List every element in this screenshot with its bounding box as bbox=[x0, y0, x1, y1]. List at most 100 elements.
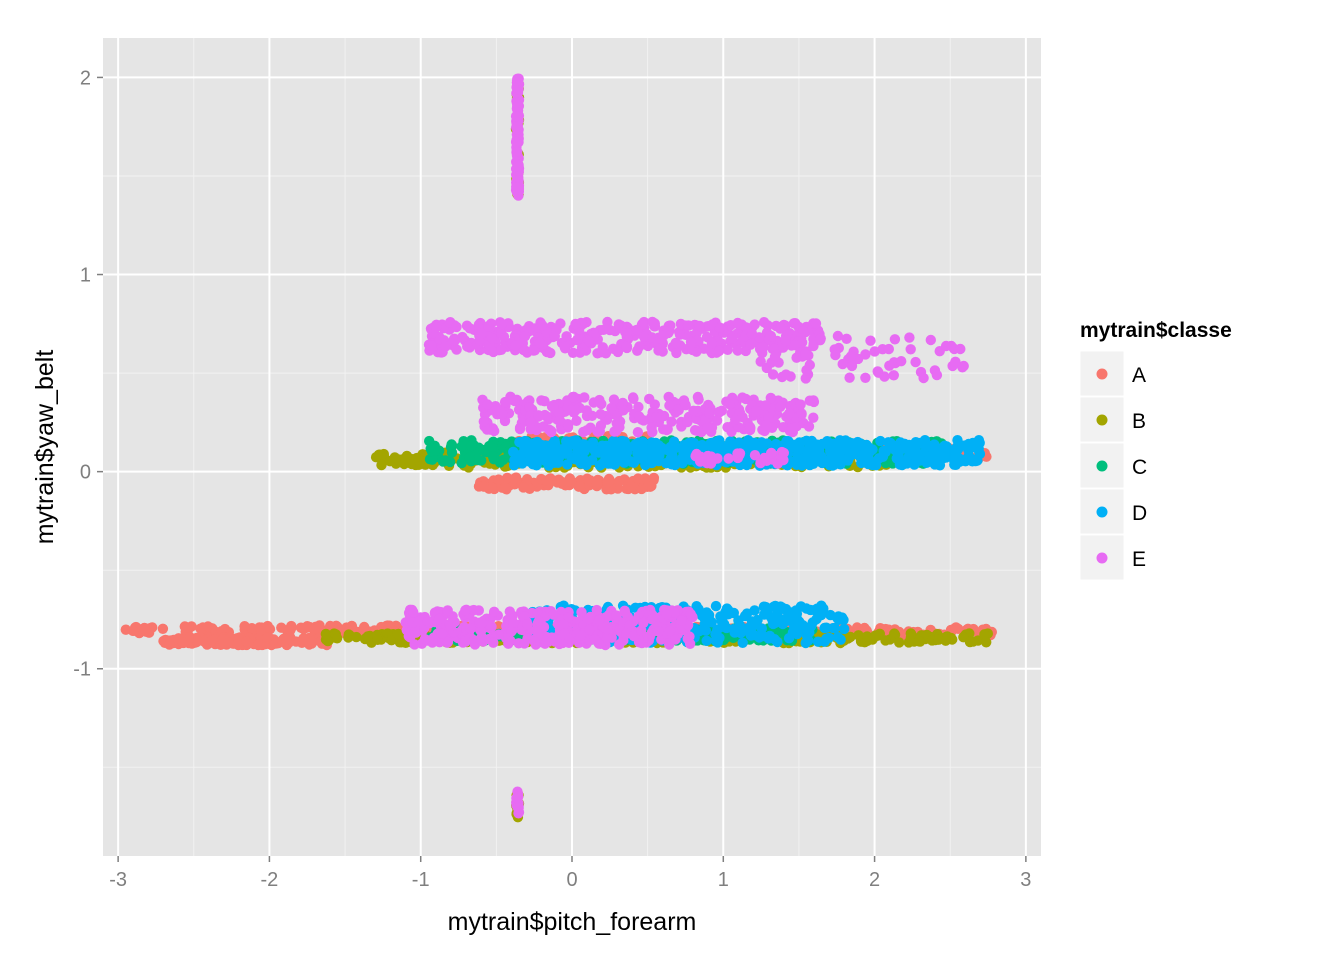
data-point-A bbox=[223, 637, 234, 648]
data-point-B bbox=[399, 453, 411, 464]
data-point-E bbox=[646, 614, 658, 625]
data-point-E bbox=[548, 609, 559, 620]
data-point-B bbox=[363, 632, 374, 643]
data-point-D bbox=[564, 436, 575, 448]
data-point-B bbox=[979, 629, 990, 640]
data-point-E bbox=[434, 334, 446, 345]
data-point-B bbox=[386, 635, 397, 646]
data-point-E bbox=[837, 358, 848, 370]
data-point-D bbox=[865, 446, 876, 457]
data-point-D bbox=[853, 440, 864, 451]
data-point-B bbox=[376, 459, 387, 471]
data-point-E bbox=[614, 416, 626, 427]
data-point-E bbox=[803, 421, 815, 432]
data-point-B bbox=[913, 636, 924, 647]
data-point-A bbox=[851, 622, 863, 633]
data-point-E bbox=[442, 636, 454, 648]
data-point-A bbox=[509, 473, 520, 484]
data-point-E bbox=[413, 615, 425, 627]
data-point-D bbox=[960, 454, 972, 466]
data-point-E bbox=[606, 402, 617, 414]
data-point-E bbox=[581, 425, 593, 436]
data-point-D bbox=[756, 623, 767, 634]
data-point-E bbox=[489, 606, 500, 617]
data-point-E bbox=[706, 337, 717, 349]
data-point-E bbox=[512, 146, 523, 157]
data-point-D bbox=[737, 625, 749, 636]
data-point-E bbox=[653, 626, 664, 637]
data-point-A bbox=[309, 624, 320, 635]
data-point-E bbox=[618, 405, 629, 416]
data-point-D bbox=[883, 437, 894, 448]
data-point-E bbox=[780, 369, 792, 380]
data-point-B bbox=[370, 452, 382, 463]
data-point-D bbox=[570, 454, 581, 465]
data-point-E bbox=[445, 621, 457, 632]
data-point-E bbox=[571, 415, 582, 426]
data-point-E bbox=[584, 624, 595, 635]
data-point-E bbox=[617, 397, 628, 409]
data-point-D bbox=[815, 607, 826, 618]
data-point-D bbox=[631, 439, 642, 451]
data-point-E bbox=[554, 415, 566, 426]
data-point-A bbox=[157, 623, 169, 634]
data-point-A bbox=[232, 639, 243, 650]
data-point-E bbox=[579, 392, 590, 403]
legend-swatch-A bbox=[1096, 368, 1108, 380]
data-point-E bbox=[763, 412, 774, 423]
data-point-E bbox=[567, 391, 579, 403]
data-point-A bbox=[243, 638, 254, 649]
data-point-B bbox=[320, 628, 332, 640]
data-point-B bbox=[870, 630, 881, 641]
data-point-E bbox=[931, 369, 943, 381]
legend-swatch-D bbox=[1096, 506, 1108, 518]
data-point-E bbox=[574, 347, 586, 358]
data-point-D bbox=[875, 435, 886, 447]
data-point-E bbox=[732, 317, 743, 329]
data-point-B bbox=[384, 456, 396, 467]
data-point-E bbox=[758, 317, 770, 328]
data-point-E bbox=[663, 391, 674, 403]
data-point-E bbox=[511, 163, 522, 175]
data-point-E bbox=[674, 329, 686, 340]
data-point-E bbox=[519, 611, 530, 622]
data-point-E bbox=[884, 360, 895, 371]
data-point-D bbox=[749, 605, 760, 616]
data-point-D bbox=[741, 459, 752, 471]
data-point-E bbox=[925, 334, 936, 346]
data-point-D bbox=[521, 437, 532, 448]
data-point-E bbox=[519, 331, 531, 342]
data-point-E bbox=[905, 344, 916, 355]
data-point-E bbox=[651, 411, 662, 423]
data-point-E bbox=[765, 392, 776, 404]
data-point-E bbox=[598, 324, 609, 335]
data-point-E bbox=[940, 340, 952, 352]
legend-swatch-E bbox=[1096, 552, 1108, 564]
data-point-E bbox=[533, 410, 544, 421]
data-point-E bbox=[524, 402, 535, 413]
data-point-D bbox=[697, 441, 708, 453]
data-point-E bbox=[830, 349, 841, 361]
data-point-E bbox=[621, 341, 632, 352]
data-point-E bbox=[910, 356, 921, 368]
data-point-E bbox=[484, 619, 495, 631]
data-point-E bbox=[800, 373, 811, 384]
data-point-D bbox=[687, 437, 698, 449]
data-point-E bbox=[688, 405, 699, 416]
data-point-E bbox=[558, 619, 569, 630]
data-point-D bbox=[578, 454, 590, 465]
data-point-E bbox=[780, 335, 791, 346]
data-point-E bbox=[442, 605, 453, 616]
data-point-E bbox=[486, 332, 498, 344]
data-point-E bbox=[594, 394, 605, 406]
data-point-E bbox=[769, 351, 781, 362]
data-point-B bbox=[905, 632, 917, 644]
data-point-E bbox=[426, 340, 437, 351]
data-point-E bbox=[543, 424, 555, 435]
data-point-E bbox=[685, 609, 696, 620]
legend-swatch-B bbox=[1096, 414, 1108, 426]
data-point-E bbox=[722, 422, 733, 433]
data-point-E bbox=[476, 618, 488, 629]
data-point-E bbox=[723, 453, 734, 464]
data-point-D bbox=[710, 629, 721, 640]
